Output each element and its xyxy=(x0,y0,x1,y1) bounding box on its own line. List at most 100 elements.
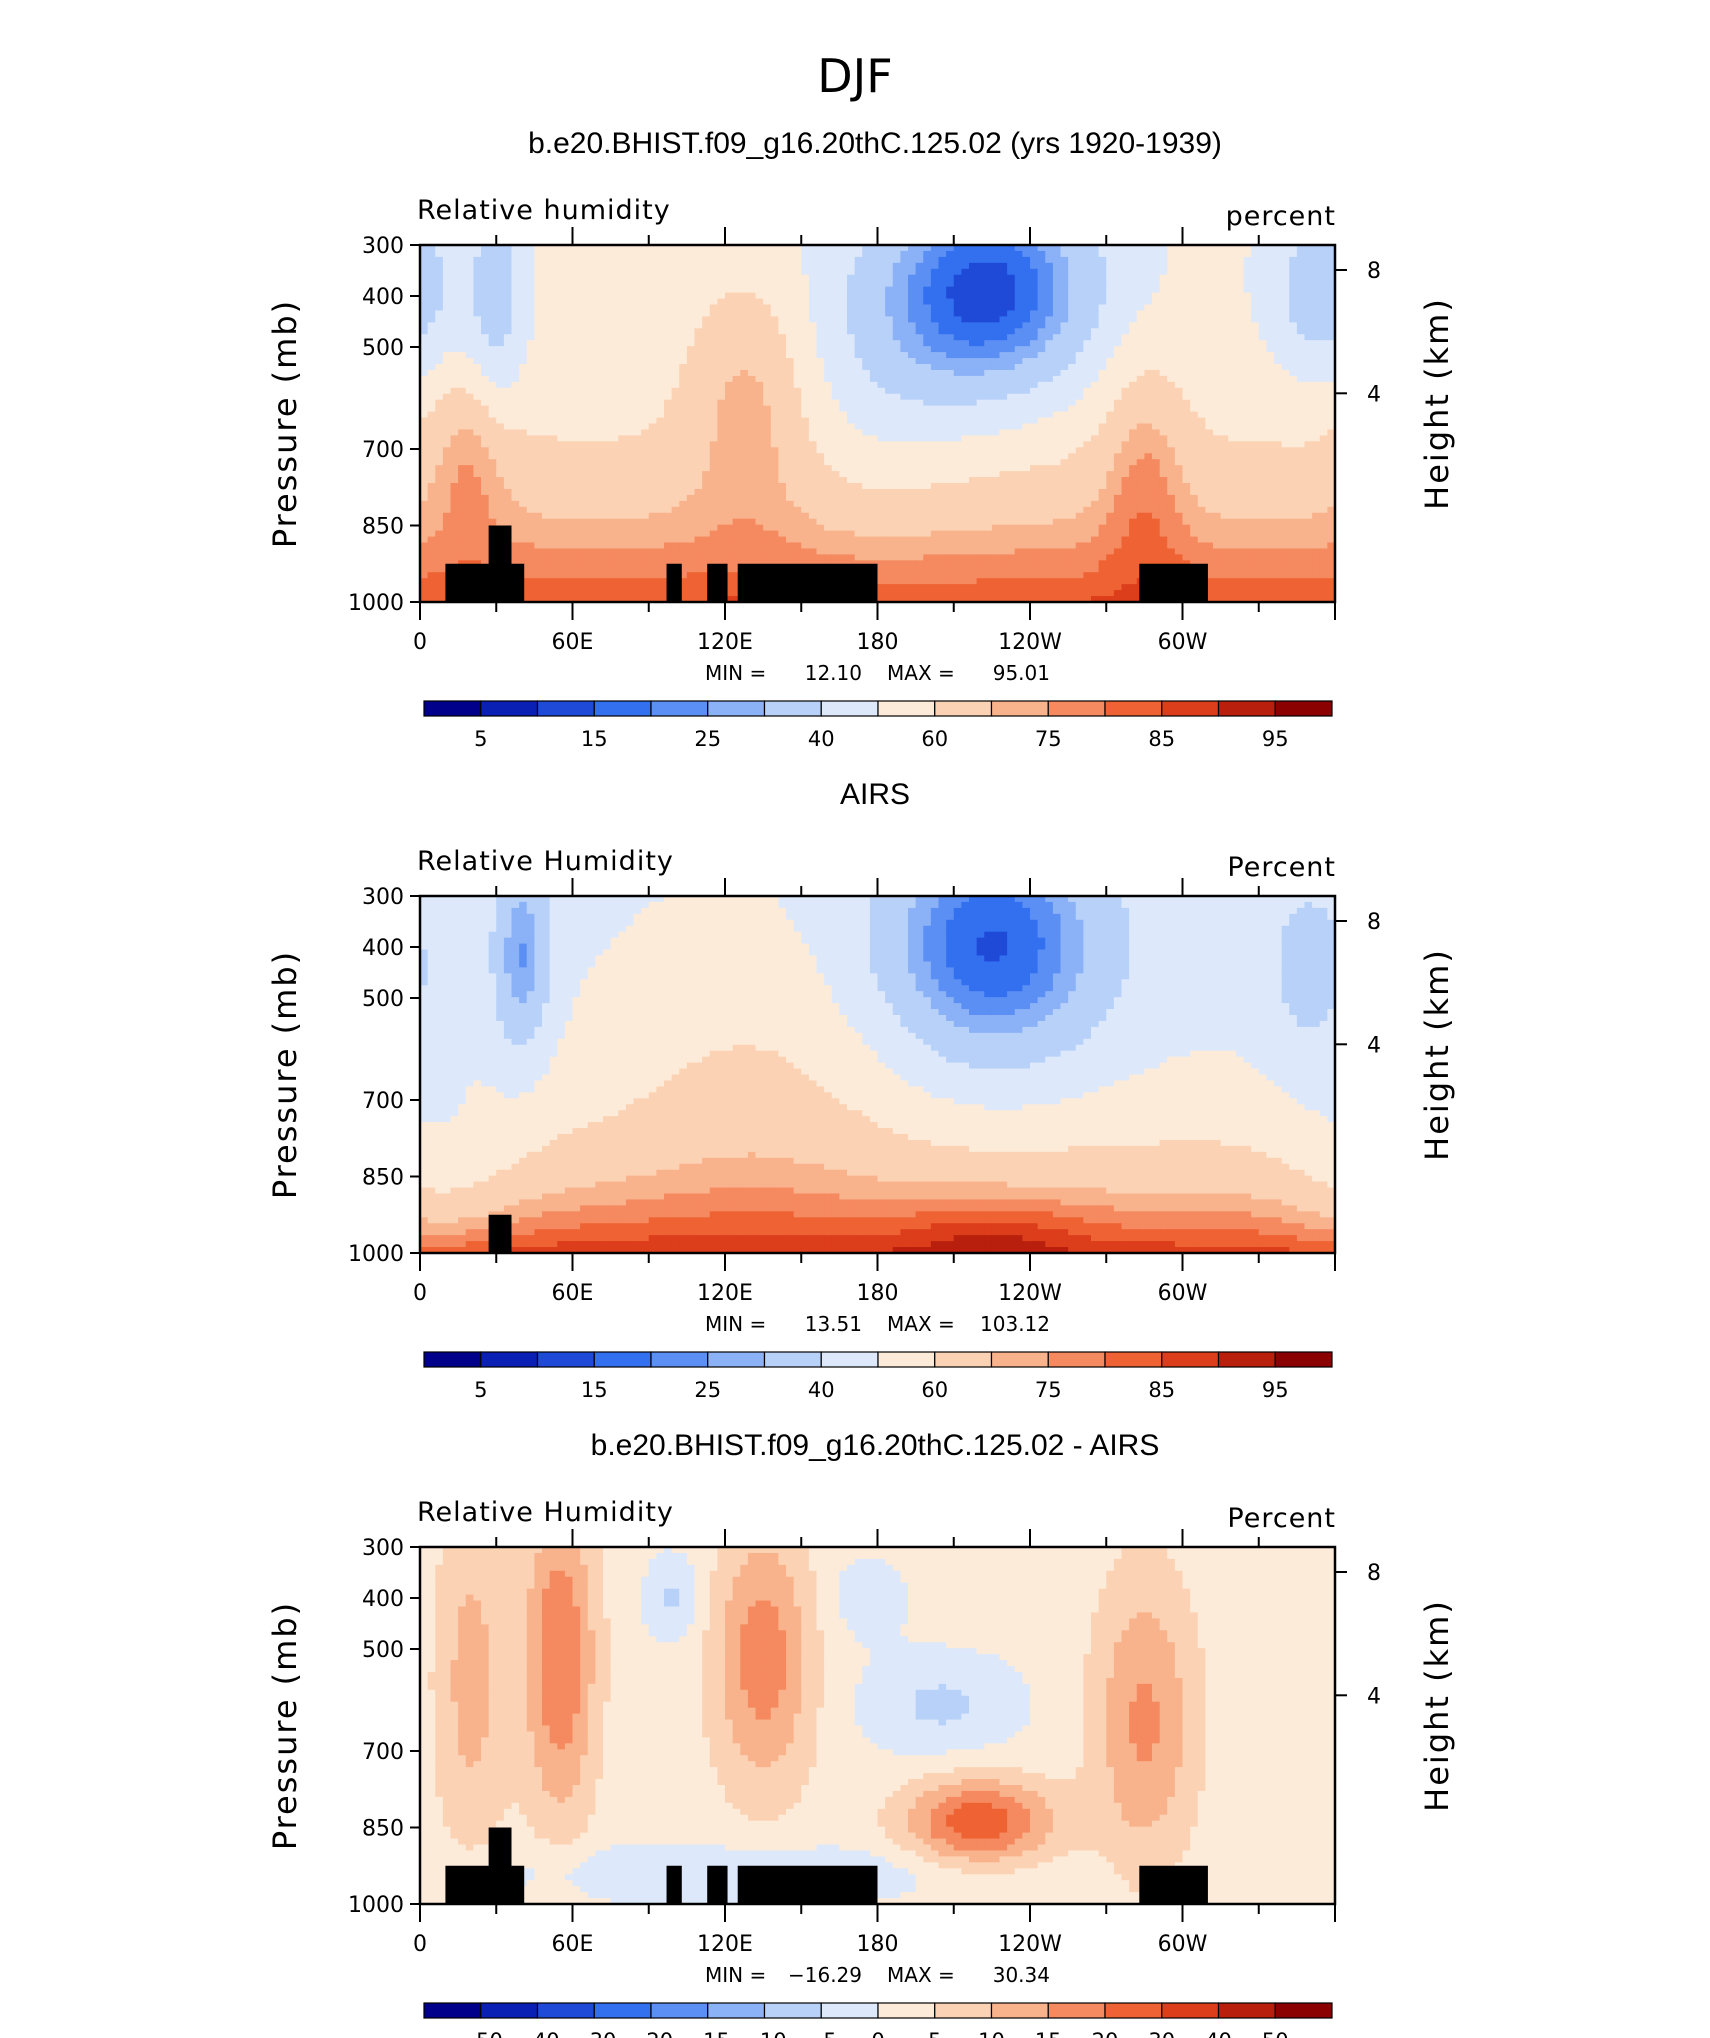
heatmap-cell xyxy=(672,310,680,317)
heatmap-cell xyxy=(961,275,969,282)
heatmap-cell xyxy=(1045,388,1053,395)
heatmap-cell xyxy=(557,370,565,377)
heatmap-cell xyxy=(1053,287,1061,294)
heatmap-cell xyxy=(1083,269,1091,276)
heatmap-cell xyxy=(1198,376,1206,383)
heatmap-cell xyxy=(504,346,512,353)
heatmap-cell xyxy=(1305,483,1313,490)
heatmap-cell xyxy=(1251,269,1259,276)
heatmap-cell xyxy=(1030,382,1038,389)
heatmap-cell xyxy=(794,429,802,436)
heatmap-cell xyxy=(763,310,771,317)
heatmap-cell xyxy=(1213,477,1221,484)
heatmap-cell xyxy=(1091,275,1099,282)
heatmap-cell xyxy=(542,322,550,329)
heatmap-cell xyxy=(504,293,512,300)
heatmap-cell xyxy=(931,424,939,431)
heatmap-cell xyxy=(1167,471,1175,478)
heatmap-cell xyxy=(946,483,954,490)
heatmap-cell xyxy=(695,334,703,341)
heatmap-cell xyxy=(1038,263,1046,270)
heatmap-cell xyxy=(908,364,916,371)
heatmap-cell xyxy=(527,340,535,347)
heatmap-cell xyxy=(603,340,611,347)
heatmap-cell xyxy=(580,340,588,347)
heatmap-cell xyxy=(961,471,969,478)
heatmap-cell xyxy=(946,316,954,323)
heatmap-cell xyxy=(916,370,924,377)
heatmap-cell xyxy=(702,441,710,448)
heatmap-cell xyxy=(786,459,794,466)
heatmap-cell xyxy=(1022,471,1030,478)
heatmap-cell xyxy=(717,352,725,359)
heatmap-cell xyxy=(1312,358,1320,365)
heatmap-cell xyxy=(809,263,817,270)
heatmap-cell xyxy=(573,269,581,276)
heatmap-cell xyxy=(1297,441,1305,448)
heatmap-cell xyxy=(771,299,779,306)
heatmap-cell xyxy=(763,453,771,460)
heatmap-cell xyxy=(1045,453,1053,460)
heatmap-cell xyxy=(679,406,687,413)
heatmap-cell xyxy=(1167,394,1175,401)
heatmap-cell xyxy=(481,299,489,306)
heatmap-cell xyxy=(969,340,977,347)
heatmap-cell xyxy=(740,447,748,454)
heatmap-cell xyxy=(1228,465,1236,472)
heatmap-cell xyxy=(900,251,908,258)
heatmap-cell xyxy=(1228,281,1236,288)
heatmap-cell xyxy=(733,441,741,448)
heatmap-cell xyxy=(717,388,725,395)
heatmap-cell xyxy=(489,376,497,383)
heatmap-cell xyxy=(1091,459,1099,466)
heatmap-cell xyxy=(496,412,504,419)
heatmap-cell xyxy=(1114,406,1122,413)
heatmap-cell xyxy=(1312,293,1320,300)
heatmap-cell xyxy=(1228,429,1236,436)
heatmap-cell xyxy=(473,322,481,329)
heatmap-cell xyxy=(1282,382,1290,389)
heatmap-cell xyxy=(542,316,550,323)
heatmap-cell xyxy=(1266,358,1274,365)
heatmap-cell xyxy=(512,310,520,317)
heatmap-cell xyxy=(1030,287,1038,294)
heatmap-cell xyxy=(458,459,466,466)
heatmap-cell xyxy=(1160,429,1168,436)
heatmap-cell xyxy=(626,394,634,401)
heatmap-cell xyxy=(839,388,847,395)
heatmap-cell xyxy=(862,459,870,466)
heatmap-cell xyxy=(756,382,764,389)
heatmap-cell xyxy=(466,477,474,484)
heatmap-cell xyxy=(1312,435,1320,442)
heatmap-cell xyxy=(534,477,542,484)
heatmap-cell xyxy=(1228,346,1236,353)
heatmap-cell xyxy=(1175,275,1183,282)
heatmap-cell xyxy=(603,299,611,306)
heatmap-cell xyxy=(847,275,855,282)
heatmap-cell xyxy=(1312,400,1320,407)
heatmap-cell xyxy=(1198,322,1206,329)
heatmap-cell xyxy=(1175,269,1183,276)
heatmap-cell xyxy=(679,370,687,377)
heatmap-cell xyxy=(786,400,794,407)
heatmap-cell xyxy=(1114,269,1122,276)
heatmap-cell xyxy=(961,429,969,436)
heatmap-cell xyxy=(580,471,588,478)
heatmap-cell xyxy=(878,310,886,317)
heatmap-cell xyxy=(893,316,901,323)
heatmap-cell xyxy=(1061,400,1069,407)
heatmap-cell xyxy=(900,388,908,395)
heatmap-cell xyxy=(565,483,573,490)
heatmap-cell xyxy=(618,441,626,448)
heatmap-cell xyxy=(489,412,497,419)
heatmap-cell xyxy=(1244,352,1252,359)
heatmap-cell xyxy=(748,465,756,472)
heatmap-cell xyxy=(862,489,870,496)
heatmap-cell xyxy=(595,257,603,264)
heatmap-cell xyxy=(1045,251,1053,258)
heatmap-cell xyxy=(1266,477,1274,484)
heatmap-cell xyxy=(1259,418,1267,425)
heatmap-cell xyxy=(1282,465,1290,472)
heatmap-cell xyxy=(451,424,459,431)
heatmap-cell xyxy=(885,310,893,317)
